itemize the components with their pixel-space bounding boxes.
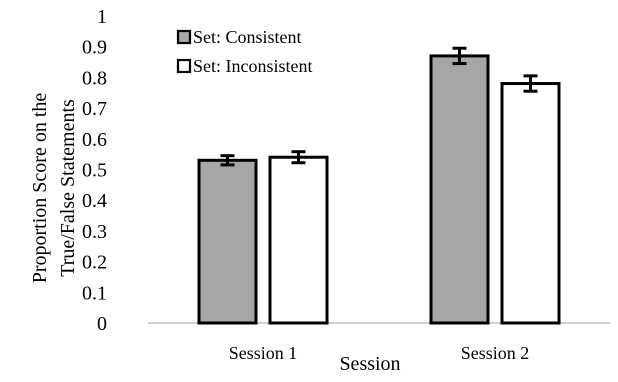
legend-swatch-consistent — [176, 29, 192, 45]
y-tick-label: 0.7 — [82, 98, 107, 120]
legend-swatch-inconsistent — [176, 58, 192, 74]
error-bar-consistent-1 — [220, 154, 235, 167]
y-tick-label: 0 — [97, 313, 107, 335]
legend: Set: Consistent Set: Inconsistent — [176, 27, 313, 76]
y-tick-label: 0.6 — [82, 129, 107, 151]
y-tick-label: 0.2 — [82, 252, 107, 274]
error-bar-inconsistent-2 — [523, 74, 538, 93]
y-axis-title-line-2: True/False Statements — [57, 99, 79, 277]
bar-inconsistent-2 — [500, 82, 561, 325]
category-label: Session 2 — [461, 343, 530, 363]
bars-group — [197, 46, 561, 325]
y-tick-label: 1 — [97, 6, 107, 28]
x-axis-title: Session — [339, 353, 400, 375]
y-axis-title: Proportion Score on the True/False State… — [29, 93, 79, 284]
y-tick-label: 0.3 — [82, 221, 107, 243]
y-axis-title-line-1: Proportion Score on the — [29, 93, 51, 284]
error-bar-inconsistent-1 — [291, 150, 306, 165]
error-bar-consistent-2 — [452, 46, 467, 66]
category-labels: Session 1 Session 2 — [229, 343, 530, 363]
y-tick-label: 0.8 — [82, 67, 107, 89]
y-tick-label: 0.4 — [82, 190, 107, 212]
legend-label-consistent: Set: Consistent — [193, 27, 302, 47]
y-tick-label: 0.1 — [82, 282, 107, 304]
y-tick-label: 0.5 — [82, 160, 107, 182]
bar-consistent-2 — [429, 54, 490, 325]
bar-inconsistent-1 — [268, 155, 329, 325]
bar-consistent-1 — [197, 158, 258, 325]
y-tick-labels: 0 0.1 0.2 0.3 0.4 0.5 0.6 0.7 0.8 0.9 1 — [82, 6, 107, 335]
category-label: Session 1 — [229, 343, 298, 363]
legend-label-inconsistent: Set: Inconsistent — [193, 56, 313, 76]
y-tick-label: 0.9 — [82, 37, 107, 59]
